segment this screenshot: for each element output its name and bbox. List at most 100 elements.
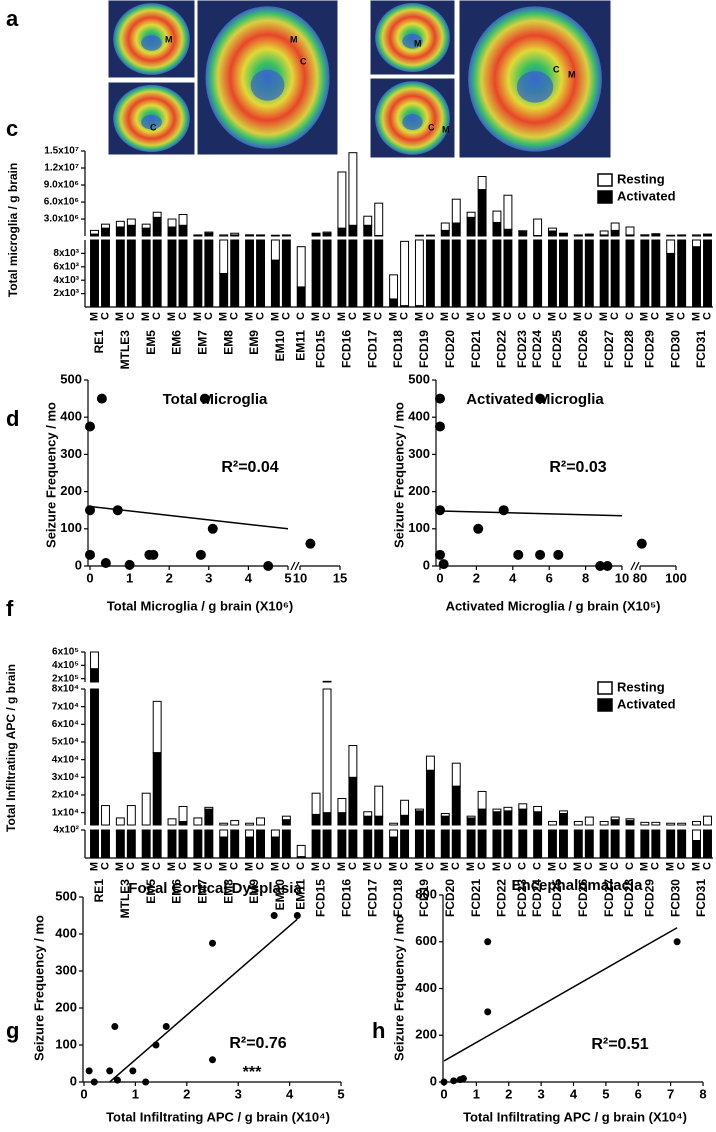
- bar-label: M: [491, 312, 503, 321]
- bar: [374, 202, 384, 236]
- bar: [219, 829, 229, 838]
- bar-label: M: [362, 312, 374, 321]
- bar: [533, 239, 543, 308]
- bar: [270, 836, 280, 859]
- bar: [625, 829, 635, 859]
- legend-swatch: [597, 173, 613, 187]
- x-tick-label: RE1: [92, 330, 106, 354]
- bar-label: C: [609, 862, 621, 870]
- bar: [692, 234, 701, 237]
- bar: [245, 836, 254, 859]
- bar-label: M: [140, 862, 152, 871]
- bar: [503, 194, 513, 230]
- bar: [400, 814, 410, 826]
- bar: [584, 816, 594, 826]
- x-tick-label: FCD21: [469, 330, 483, 368]
- y-tick-label: 8x10⁴: [52, 684, 79, 695]
- bar: [492, 808, 502, 813]
- bar: [400, 799, 410, 816]
- bar-label: C: [476, 312, 488, 320]
- bar-label: M: [690, 862, 702, 871]
- bar: [503, 228, 513, 237]
- bar: [141, 829, 151, 859]
- y-tick-label: 300: [55, 962, 77, 977]
- data-point: [148, 549, 159, 560]
- bar: [281, 239, 291, 308]
- bar: [666, 239, 676, 254]
- bar: [425, 755, 435, 771]
- bar: [204, 239, 214, 308]
- bar: [440, 829, 450, 859]
- bar: [599, 230, 609, 236]
- x-tick-label: 2: [505, 1086, 512, 1101]
- bar: [440, 815, 450, 826]
- bar: [152, 700, 162, 754]
- bar: [115, 829, 125, 859]
- bar: [115, 226, 125, 237]
- bar: [126, 218, 136, 226]
- panel-label: h: [372, 1018, 385, 1043]
- bar: [281, 819, 291, 826]
- bar-label: C: [254, 312, 266, 320]
- bar-label: M: [665, 862, 677, 871]
- bar: [178, 224, 188, 237]
- brain-scan-detail: [402, 33, 423, 49]
- y-tick-label: 0: [430, 1073, 437, 1088]
- x-tick-label: 6: [635, 1086, 642, 1101]
- data-point: [106, 1067, 114, 1075]
- y-tick-label: 6x10⁵: [52, 647, 79, 658]
- bar-label: C: [373, 862, 385, 870]
- bar: [230, 232, 240, 236]
- bar: [440, 229, 450, 237]
- bar-label: C: [650, 862, 662, 870]
- bar: [90, 239, 99, 308]
- x-tick-label: MTLE3: [118, 330, 132, 370]
- annotation: R²=0.04: [221, 459, 278, 476]
- bar: [152, 752, 162, 826]
- bar: [363, 829, 373, 859]
- x-tick-label: MTLE3: [118, 879, 132, 919]
- data-point: [162, 1023, 170, 1030]
- bar: [440, 813, 450, 817]
- region-label: M: [568, 69, 576, 79]
- bar: [219, 836, 229, 859]
- x-tick-label: 1: [126, 570, 133, 585]
- x-tick-label: 0: [440, 1086, 447, 1101]
- bar: [466, 211, 476, 218]
- bar: [548, 829, 557, 859]
- x-tick-label: FCD24: [530, 330, 544, 368]
- bar: [584, 239, 594, 308]
- x-tick-label: 10: [293, 570, 307, 585]
- y-tick-label: 100: [408, 520, 430, 535]
- bar: [466, 829, 476, 859]
- data-point: [435, 549, 445, 560]
- bar: [178, 239, 188, 308]
- region-label: M: [165, 34, 173, 44]
- brain-scan-detail: [141, 35, 162, 51]
- data-point: [112, 505, 123, 516]
- x-tick-label: EM11: [293, 879, 307, 910]
- bar: [584, 829, 594, 859]
- data-point: [142, 1078, 150, 1086]
- bar: [219, 273, 229, 308]
- bar: [311, 232, 321, 235]
- bar-label: M: [572, 312, 584, 321]
- legend-label: Activated: [617, 696, 676, 711]
- x-axis-label: Total Infiltrating APC / g brain (X10⁴): [463, 1109, 687, 1124]
- bar: [193, 817, 203, 826]
- x-tick-label: FCD31: [694, 330, 708, 368]
- data-point: [85, 549, 95, 560]
- fit-line: [443, 927, 678, 1062]
- brain-scan-detail: [250, 69, 285, 101]
- bar: [322, 829, 332, 859]
- bar-label: M: [439, 312, 451, 321]
- bar: [167, 829, 177, 859]
- bar: [703, 233, 712, 236]
- x-tick-label: EM7: [196, 330, 210, 355]
- x-tick-label: 15: [333, 570, 347, 585]
- data-point: [293, 912, 301, 919]
- bar: [503, 810, 513, 826]
- x-tick-label: FCD20: [443, 879, 457, 917]
- chart-title: Activated Microglia: [466, 391, 604, 408]
- bar-label: C: [295, 312, 307, 320]
